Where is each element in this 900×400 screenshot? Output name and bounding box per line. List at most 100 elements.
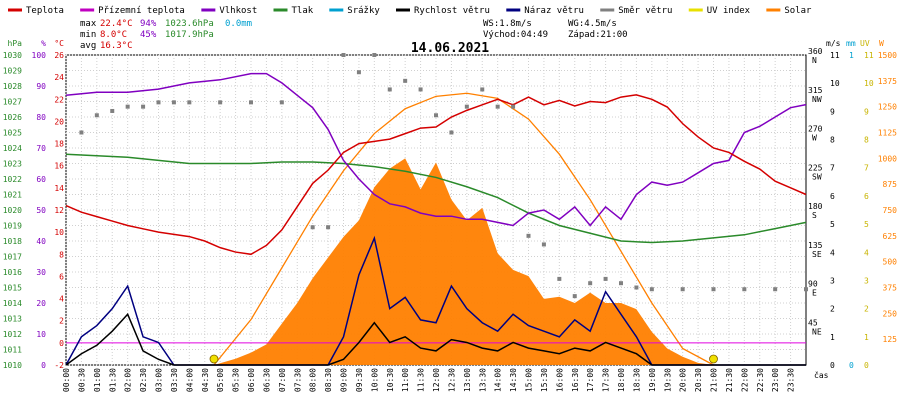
axis-solar-tick: 500 bbox=[883, 258, 898, 267]
stat-rain: 0.0mm bbox=[225, 19, 252, 29]
axis-x-tick: 14:00 bbox=[494, 368, 503, 392]
legend-prizemni-teplota: Přízemní teplota bbox=[98, 6, 185, 16]
axis-temperature-tick: 0 bbox=[59, 339, 64, 348]
wind-direction-point bbox=[649, 287, 654, 292]
axis-x-tick: 16:00 bbox=[555, 368, 564, 392]
axis-x-tick: 22:00 bbox=[740, 368, 749, 392]
axis-hpa-tick: 1019 bbox=[3, 222, 22, 231]
axis-x-tick: 20:00 bbox=[679, 368, 688, 392]
axis-temperature-tick: 10 bbox=[54, 228, 64, 237]
axis-ms-tick: 8 bbox=[830, 136, 835, 145]
wind-direction-point bbox=[171, 100, 176, 105]
axis-x-tick: 15:30 bbox=[540, 368, 549, 392]
axis-humidity-tick: 20 bbox=[36, 299, 46, 308]
axis-solar-tick: 125 bbox=[883, 335, 898, 344]
axis-hpa-tick: 1029 bbox=[3, 67, 22, 76]
axis-hpa-tick: 1025 bbox=[3, 129, 22, 138]
axis-hpa-tick: 1013 bbox=[3, 315, 22, 324]
series-solar bbox=[214, 158, 714, 365]
axis-x-tick: 23:30 bbox=[787, 368, 796, 392]
axis-ms-tick: 0 bbox=[830, 361, 835, 370]
wind-direction-point bbox=[464, 104, 469, 109]
wind-direction-point bbox=[541, 242, 546, 247]
axis-dir-compass: E bbox=[812, 289, 817, 298]
sunrise-marker bbox=[209, 354, 219, 364]
axis-dir-tick: 315 bbox=[808, 86, 823, 95]
axis-x-tick: 05:30 bbox=[232, 368, 241, 392]
axis-ms-tick: 2 bbox=[830, 305, 835, 314]
wind-direction-point bbox=[387, 87, 392, 92]
wind-direction-point bbox=[572, 294, 577, 299]
legend-solar: Solar bbox=[784, 6, 812, 16]
stat-avg-label: avg bbox=[80, 41, 96, 51]
stat-max-label: max bbox=[80, 19, 97, 29]
axis-x-tick: 02:30 bbox=[139, 368, 148, 392]
axis-hpa-tick: 1015 bbox=[3, 284, 22, 293]
axis-dir-compass: NE bbox=[812, 327, 822, 336]
axis-hpa-tick: 1017 bbox=[3, 253, 22, 262]
axis-hpa-tick: 1023 bbox=[3, 160, 22, 169]
axis-dir-compass: SE bbox=[812, 250, 822, 259]
stat-hum-max: 94% bbox=[140, 19, 157, 29]
axis-hpa-unit: hPa bbox=[8, 39, 23, 48]
stats-block: max 22.4°C 94% 1023.6hPa 0.0mm min 8.0°C… bbox=[80, 19, 628, 51]
axis-uv-tick: 1 bbox=[864, 333, 869, 342]
axis-temperature-tick: 20 bbox=[54, 117, 64, 126]
axis-ms-tick: 11 bbox=[830, 51, 840, 60]
axis-uv-tick: 7 bbox=[864, 164, 869, 173]
axis-solar-tick: 750 bbox=[883, 206, 898, 215]
axis-solar-tick: 1250 bbox=[878, 103, 897, 112]
axis-temperature-tick: 4 bbox=[59, 295, 64, 304]
axis-hpa-tick: 1024 bbox=[3, 144, 22, 153]
axis-hpa-tick: 1020 bbox=[3, 206, 22, 215]
axis-dir-tick: 135 bbox=[808, 241, 823, 250]
wind-direction-point bbox=[680, 287, 685, 292]
axis-temperature-tick: 2 bbox=[59, 317, 64, 326]
wind-direction-point bbox=[526, 233, 531, 238]
axis-temperature-tick: 24 bbox=[54, 73, 64, 82]
wind-direction-point bbox=[588, 281, 593, 286]
axis-solar-tick: 375 bbox=[883, 284, 898, 293]
wind-direction-point bbox=[711, 287, 716, 292]
axis-solar-tick: 250 bbox=[883, 309, 898, 318]
axis-x-tick: 19:00 bbox=[648, 368, 657, 392]
axis-x-tick: 14:30 bbox=[509, 368, 518, 392]
wind-direction-point bbox=[557, 276, 562, 281]
axis-x-tick: 13:00 bbox=[463, 368, 472, 392]
axis-hpa-tick: 1010 bbox=[3, 361, 22, 370]
axis-ms-unit: m/s bbox=[826, 39, 841, 48]
axis-x-tick: 04:00 bbox=[185, 368, 194, 392]
series-pressure bbox=[65, 153, 807, 244]
axis-dir-compass: N bbox=[812, 56, 817, 65]
axis-x-tick: 06:00 bbox=[247, 368, 256, 392]
axis-x-tick: 17:00 bbox=[586, 368, 595, 392]
axis-x-tick: 03:00 bbox=[155, 368, 164, 392]
axis-ms-tick: 6 bbox=[830, 192, 835, 201]
axis-humidity-tick: 90 bbox=[36, 82, 46, 91]
wind-direction-point bbox=[110, 108, 115, 113]
axis-humidity-tick: 0 bbox=[41, 361, 46, 370]
stat-temp-avg: 16.3°C bbox=[100, 41, 133, 51]
axis-temperature-tick: 16 bbox=[54, 162, 64, 171]
wind-direction-point bbox=[603, 276, 608, 281]
axis-hpa-tick: 1030 bbox=[3, 51, 22, 60]
axis-x-tick: 20:30 bbox=[694, 368, 703, 392]
axis-humidity-tick: 60 bbox=[36, 175, 46, 184]
series-solar-max bbox=[213, 92, 714, 366]
chart-title: 14.06.2021 bbox=[411, 41, 489, 56]
stat-sunset: Západ:21:00 bbox=[568, 30, 628, 40]
axis-dir-tick: 360 bbox=[808, 47, 823, 56]
axis-x-tick: 18:00 bbox=[617, 368, 626, 392]
axis-uv-tick: 10 bbox=[864, 79, 874, 88]
wind-direction-point bbox=[773, 287, 778, 292]
axis-uv-tick: 4 bbox=[864, 248, 869, 257]
axis-uv-tick: 2 bbox=[864, 305, 869, 314]
axis-uv-tick: 3 bbox=[864, 276, 869, 285]
wind-direction-point bbox=[356, 70, 361, 75]
legend-uv-index: UV index bbox=[707, 6, 751, 16]
axis-x-tick: 10:00 bbox=[370, 368, 379, 392]
axis-hpa-tick: 1011 bbox=[3, 346, 22, 355]
axis-temperature-tick: 6 bbox=[59, 272, 64, 281]
axis-ms-tick: 3 bbox=[830, 276, 835, 285]
axis-x-tick: 02:00 bbox=[124, 368, 133, 392]
